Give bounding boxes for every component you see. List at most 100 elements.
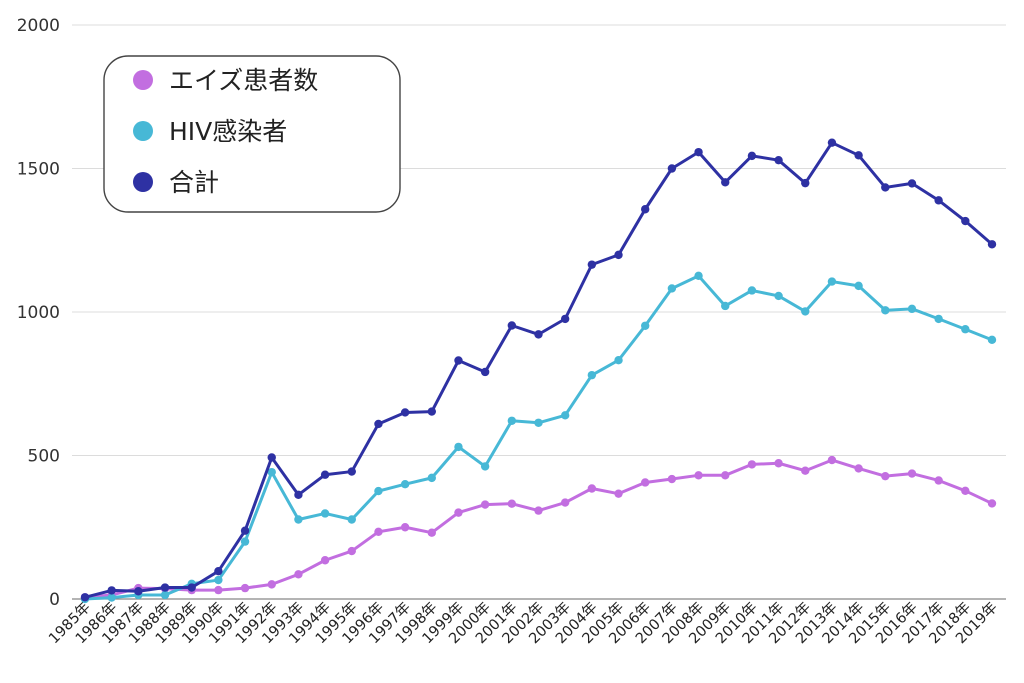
data-point [694, 147, 703, 157]
data-point [427, 407, 436, 416]
data-point [454, 442, 463, 452]
data-point [694, 271, 703, 281]
data-point [480, 500, 490, 509]
data-point [454, 356, 463, 365]
data-point [721, 301, 730, 311]
series-3 [80, 138, 997, 602]
data-point [801, 466, 810, 475]
data-point [961, 325, 970, 334]
data-point [587, 370, 597, 380]
legend-item: 合計 [133, 168, 219, 197]
data-point [320, 470, 330, 479]
data-point [107, 586, 116, 595]
data-point [854, 151, 863, 160]
data-point [214, 575, 223, 585]
legend-box [103, 55, 401, 213]
data-point [827, 455, 837, 465]
data-point [614, 489, 623, 498]
data-point [400, 480, 410, 489]
data-point [507, 416, 517, 425]
data-point [320, 509, 330, 518]
data-point [987, 240, 997, 249]
y-tick-label: 500 [28, 447, 60, 467]
data-point [240, 583, 250, 593]
data-point [774, 291, 783, 301]
data-point [347, 546, 356, 556]
data-point [721, 178, 730, 187]
data-point [267, 580, 276, 589]
data-point [667, 474, 677, 484]
legend-marker [133, 121, 153, 141]
data-point [267, 467, 276, 477]
data-point [881, 306, 890, 315]
data-point [160, 590, 170, 600]
data-point [641, 321, 650, 330]
data-point [641, 478, 650, 487]
y-tick-label: 1000 [17, 303, 60, 323]
data-point [294, 570, 303, 579]
data-point [107, 593, 116, 602]
y-tick-label: 2000 [17, 16, 60, 36]
data-point [480, 367, 490, 377]
x-axis-ticks: 1985年1986年1987年1988年1989年1990年1991年1992年… [45, 599, 1000, 647]
data-point [214, 585, 223, 595]
data-point [267, 453, 276, 462]
data-point [881, 471, 890, 481]
series-layer [80, 138, 997, 604]
data-point [747, 286, 757, 295]
data-point [747, 460, 757, 469]
data-point [987, 335, 997, 345]
data-point [721, 471, 730, 480]
data-point [374, 486, 383, 496]
data-point [240, 537, 250, 546]
data-point [160, 583, 170, 592]
series-line [83, 274, 994, 601]
legend-marker [133, 172, 153, 192]
data-point [507, 321, 517, 330]
data-point [747, 151, 757, 161]
data-point [400, 523, 410, 532]
data-point [240, 526, 250, 535]
data-point [587, 484, 597, 493]
data-point [667, 284, 677, 293]
y-tick-label: 0 [49, 590, 60, 610]
data-point [347, 467, 356, 476]
data-point [534, 506, 543, 515]
data-point [801, 307, 810, 316]
data-point [214, 566, 223, 576]
data-point [294, 515, 303, 524]
data-point [987, 499, 997, 508]
data-point [347, 515, 356, 524]
data-point [614, 356, 623, 365]
data-point [961, 486, 970, 496]
series-2 [80, 271, 997, 604]
data-point [454, 508, 463, 517]
data-point [320, 556, 330, 565]
data-point [854, 281, 863, 291]
data-point [587, 260, 597, 269]
data-point [507, 499, 517, 508]
data-point [961, 216, 970, 226]
data-point [534, 418, 543, 427]
data-point [560, 411, 570, 420]
data-point [480, 462, 490, 471]
legend-label: エイズ患者数 [169, 66, 318, 95]
data-point [534, 330, 543, 339]
data-point [560, 314, 570, 324]
data-point [827, 277, 837, 286]
data-point [374, 419, 383, 429]
data-point [907, 304, 917, 314]
data-point [80, 593, 90, 602]
data-point [881, 183, 890, 192]
data-point [294, 490, 303, 500]
series-1 [80, 455, 997, 602]
y-axis-ticks: 0 500 1000 1500 2000 [17, 16, 60, 610]
data-point [907, 179, 917, 188]
data-point [641, 205, 650, 214]
data-point [827, 138, 837, 147]
data-point [774, 459, 783, 468]
data-point [907, 469, 917, 478]
data-point [400, 408, 410, 417]
